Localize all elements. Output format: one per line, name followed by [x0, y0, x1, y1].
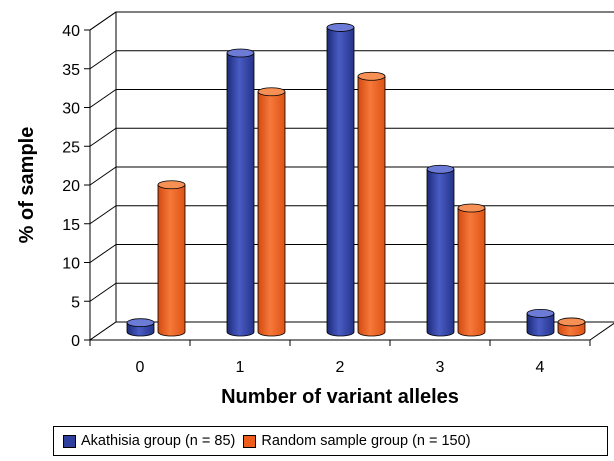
bar-random-sample-4 [557, 317, 586, 337]
axes [84, 11, 591, 346]
bar-chart: 0 5 10 15 20 25 30 35 40 0 1 2 3 4 % of sample Numbe… [16, 11, 614, 408]
y-tick-label: 40 [62, 23, 80, 40]
bar-body [357, 75, 386, 337]
bar-random-sample-2 [357, 71, 386, 337]
bar-akathisia-2 [326, 23, 355, 337]
gridline-side [89, 244, 117, 263]
bar-random-sample-3 [457, 203, 486, 337]
legend-label-akathisia: Akathisia group (n = 85) [81, 433, 236, 449]
gridline-side [89, 89, 117, 108]
y-tick-labels: 0 5 10 15 20 25 30 35 40 [62, 23, 80, 350]
bar-cap [126, 318, 155, 328]
gridline-side [89, 50, 117, 70]
y-tick-label: 25 [62, 139, 80, 156]
bar-cap [457, 203, 486, 213]
bar-cap [526, 308, 555, 318]
gridline-side [89, 127, 117, 147]
bar-random-sample-0 [157, 180, 186, 337]
bar-body [457, 207, 486, 337]
bar-body [326, 27, 355, 337]
x-axis-title: Number of variant alleles [221, 386, 459, 408]
x-tick-label: 1 [236, 359, 245, 376]
bar-body [226, 52, 255, 337]
side-wall-top [89, 11, 117, 31]
y-tick-label: 5 [71, 294, 80, 311]
bar-body [426, 168, 455, 337]
gridline-side [89, 166, 117, 186]
gridline-side [89, 205, 117, 225]
bar-akathisia-3 [426, 164, 455, 337]
x-tick-labels: 0 1 2 3 4 [136, 359, 545, 376]
x-tick-label: 0 [136, 359, 145, 376]
x-tick-label: 2 [336, 359, 345, 376]
legend-item-akathisia: Akathisia group (n = 85) [63, 433, 235, 449]
y-axis-title: % of sample [16, 127, 38, 244]
legend-swatch-random-sample [243, 434, 257, 448]
legend-swatch-akathisia [63, 434, 76, 448]
legend: Akathisia group (n = 85) Random sample g… [53, 426, 608, 456]
legend-item-random-sample: Random sample group (n = 150) [243, 433, 471, 449]
y-tick-label: 30 [62, 101, 80, 118]
bar-cap [257, 87, 286, 97]
bar-body [257, 91, 286, 337]
bar-cap [326, 23, 355, 32]
gridline-side [89, 282, 117, 302]
y-tick-label: 20 [62, 178, 80, 195]
bar-akathisia-4 [526, 308, 555, 337]
bar-body [157, 184, 186, 337]
y-tick-label: 0 [71, 333, 80, 350]
bar-cap [226, 48, 255, 58]
y-tick-label: 35 [62, 62, 80, 79]
bar-cap [557, 317, 586, 327]
bar-cap [357, 71, 386, 81]
bars [126, 23, 586, 337]
bar-akathisia-0 [126, 318, 155, 337]
x-tick-label: 4 [536, 359, 545, 376]
bar-akathisia-1 [226, 48, 255, 337]
bar-random-sample-1 [257, 87, 286, 337]
bar-cap [426, 164, 455, 174]
x-tick-label: 3 [436, 359, 445, 376]
y-tick-label: 10 [62, 256, 80, 273]
bar-cap [157, 180, 186, 190]
y-tick-label: 15 [62, 217, 80, 234]
bar-body [526, 313, 555, 337]
legend-label-random-sample: Random sample group (n = 150) [261, 433, 471, 449]
